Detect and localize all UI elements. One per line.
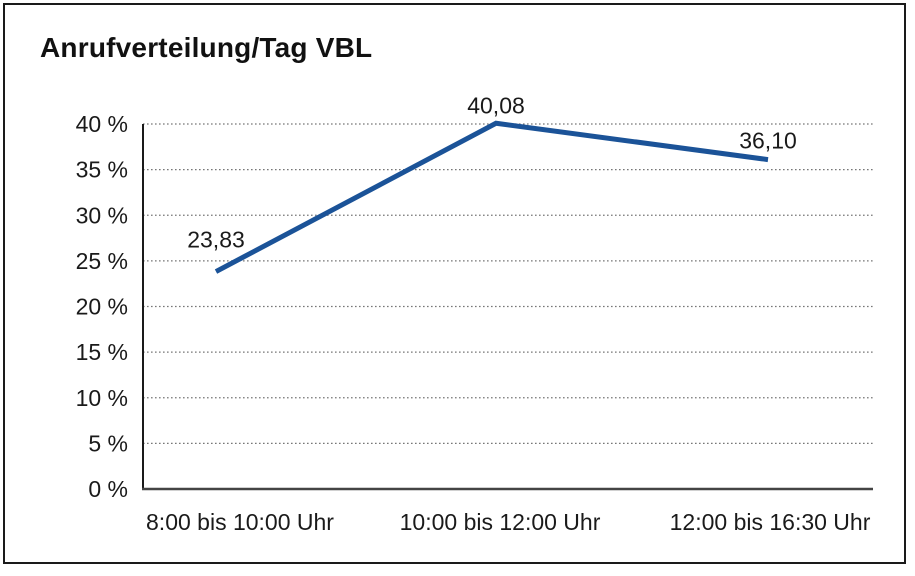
y-tick-label: 30 %: [76, 202, 128, 228]
data-line: [214, 120, 769, 274]
y-tick-label: 40 %: [76, 111, 128, 137]
y-tick-label: 15 %: [76, 339, 128, 365]
y-tick-label: 10 %: [76, 385, 128, 411]
y-tick-label: 25 %: [76, 248, 128, 274]
x-category-label: 10:00 bis 12:00 Uhr: [400, 509, 601, 535]
data-point-label: 23,83: [187, 227, 245, 253]
chart-frame: [3, 3, 906, 564]
chart-title: Anrufverteilung/Tag VBL: [40, 32, 373, 63]
y-tick-label: 35 %: [76, 157, 128, 183]
y-tick-label: 0 %: [88, 476, 128, 502]
y-tick-label: 5 %: [88, 430, 128, 456]
x-category-label: 8:00 bis 10:00 Uhr: [146, 509, 334, 535]
y-tick-label: 20 %: [76, 294, 128, 320]
data-point-label: 40,08: [467, 92, 525, 118]
x-category-label: 12:00 bis 16:30 Uhr: [670, 509, 871, 535]
data-point-label: 36,10: [739, 128, 797, 154]
